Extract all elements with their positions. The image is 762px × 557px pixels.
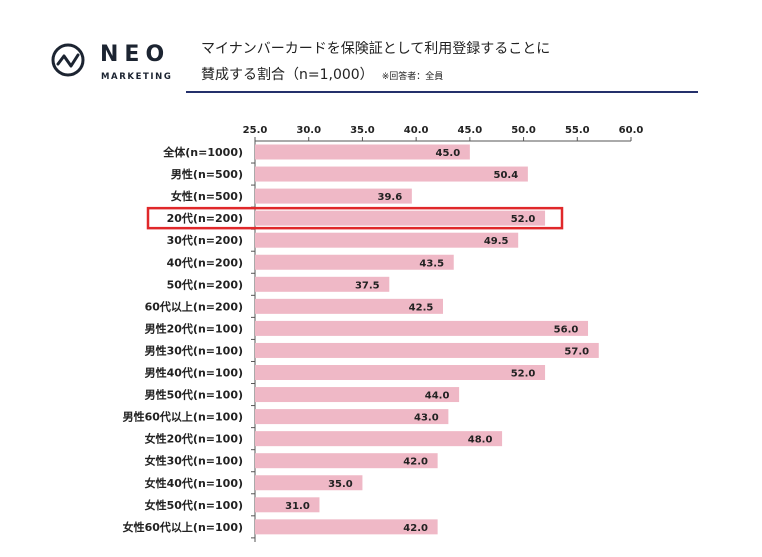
value-label: 43.0 bbox=[414, 413, 439, 424]
value-label: 37.5 bbox=[355, 280, 380, 291]
x-tick-label: 60.0 bbox=[619, 125, 644, 136]
category-label: 女性40代(n=100) bbox=[145, 476, 243, 490]
value-label: 49.5 bbox=[484, 236, 509, 247]
respondent-note: ※回答者：全員 bbox=[381, 72, 444, 82]
chart-title-line1: マイナンバーカードを保険証として利用登録することに bbox=[201, 41, 551, 57]
category-label: 60代以上(n=200) bbox=[145, 299, 243, 313]
value-label: 31.0 bbox=[285, 501, 310, 512]
bar bbox=[255, 254, 454, 270]
title-underline bbox=[186, 91, 698, 93]
category-label: 女性(n=500) bbox=[171, 189, 243, 203]
value-label: 52.0 bbox=[511, 369, 536, 380]
value-label: 52.0 bbox=[511, 214, 536, 225]
category-label: 女性60代以上(n=100) bbox=[123, 520, 243, 534]
x-tick-label: 25.0 bbox=[243, 125, 268, 136]
bar bbox=[255, 232, 519, 248]
bar bbox=[255, 365, 546, 380]
bar bbox=[255, 387, 460, 403]
category-label: 30代(n=200) bbox=[167, 233, 243, 247]
value-label: 57.0 bbox=[564, 346, 589, 357]
bar bbox=[255, 342, 599, 358]
bar bbox=[255, 166, 528, 182]
neo-marketing-logo: NEO MARKETING bbox=[50, 42, 180, 92]
value-label: 42.0 bbox=[403, 523, 428, 534]
category-label: 男性(n=500) bbox=[171, 167, 243, 181]
value-label: 56.0 bbox=[554, 324, 579, 335]
highlight-box bbox=[146, 206, 564, 230]
category-label: 全体(n=1000) bbox=[162, 145, 243, 159]
x-tick-label: 40.0 bbox=[404, 125, 429, 136]
chart-title: マイナンバーカードを保険証として利用登録することに 賛成する割合（n=1,000… bbox=[201, 36, 698, 96]
value-label: 48.0 bbox=[468, 435, 493, 446]
category-label: 女性20代(n=100) bbox=[145, 432, 243, 446]
category-label: 50代(n=200) bbox=[167, 277, 243, 291]
bar bbox=[255, 298, 443, 314]
x-tick-label: 30.0 bbox=[296, 125, 321, 136]
category-label: 男性60代以上(n=100) bbox=[123, 410, 243, 424]
category-label: 男性20代(n=100) bbox=[145, 321, 243, 335]
x-tick-label: 55.0 bbox=[565, 125, 590, 136]
category-label: 女性50代(n=100) bbox=[145, 498, 243, 512]
bar bbox=[255, 276, 390, 292]
x-tick-label: 45.0 bbox=[458, 125, 483, 136]
value-label: 44.0 bbox=[425, 391, 450, 402]
bar bbox=[255, 188, 412, 204]
x-tick-label: 35.0 bbox=[350, 125, 375, 136]
category-label: 40代(n=200) bbox=[167, 255, 243, 269]
bar bbox=[255, 497, 320, 513]
chart-title-line2: 賛成する割合（n=1,000） ※回答者：全員 bbox=[201, 64, 443, 84]
logo-text: NEO bbox=[100, 42, 171, 67]
category-label: 20代(n=200) bbox=[167, 211, 243, 225]
logo-subtext: MARKETING bbox=[101, 72, 173, 82]
bar bbox=[255, 210, 546, 226]
bar bbox=[255, 144, 470, 160]
logo-wave-icon bbox=[51, 43, 85, 77]
value-label: 45.0 bbox=[436, 148, 461, 159]
value-label: 43.5 bbox=[419, 258, 444, 269]
bar bbox=[255, 475, 363, 491]
x-tick-label: 50.0 bbox=[511, 125, 536, 136]
value-label: 39.6 bbox=[378, 192, 403, 203]
bar bbox=[255, 453, 438, 469]
category-label: 男性40代(n=100) bbox=[145, 366, 243, 380]
value-label: 42.0 bbox=[403, 457, 428, 468]
category-label: 女性30代(n=100) bbox=[145, 454, 243, 468]
chart-title-line2-text: 賛成する割合（n=1,000） bbox=[201, 67, 374, 83]
bar bbox=[255, 320, 589, 336]
value-label: 42.5 bbox=[409, 302, 434, 313]
bar bbox=[255, 519, 438, 535]
bar bbox=[255, 409, 449, 425]
value-label: 50.4 bbox=[494, 170, 519, 181]
value-label: 35.0 bbox=[328, 479, 353, 490]
bar bbox=[255, 431, 503, 447]
category-label: 男性50代(n=100) bbox=[145, 388, 243, 402]
category-label: 男性30代(n=100) bbox=[145, 343, 243, 357]
